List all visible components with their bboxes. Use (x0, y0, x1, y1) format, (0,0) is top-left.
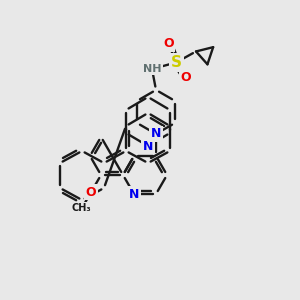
Text: N: N (129, 188, 139, 201)
Text: CH₃: CH₃ (72, 203, 92, 213)
Text: N: N (143, 140, 153, 152)
Text: S: S (171, 55, 182, 70)
Text: N: N (151, 128, 161, 140)
Text: O: O (181, 71, 191, 84)
Text: NH: NH (143, 64, 161, 74)
Text: O: O (86, 186, 96, 199)
Text: O: O (163, 37, 174, 50)
